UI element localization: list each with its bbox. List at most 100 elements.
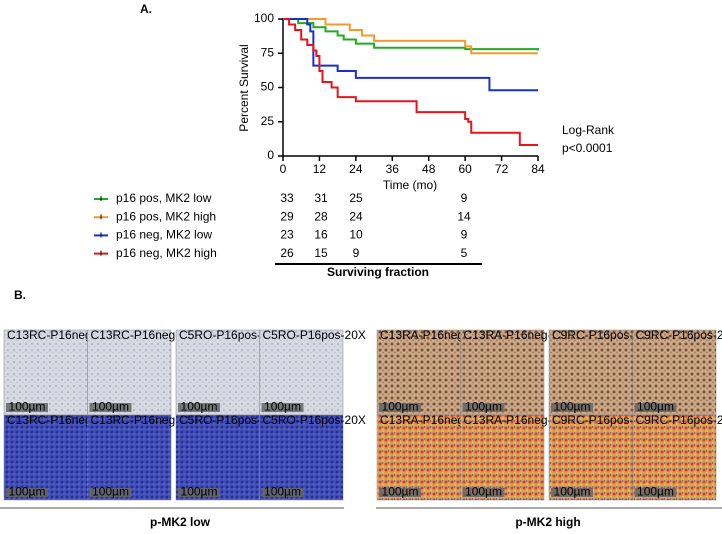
y-tick-label: 0 [267, 148, 274, 162]
scale-bar-label: 100µm [382, 400, 419, 414]
at-risk-count: 16 [314, 228, 328, 242]
scale-bar-label: 100µm [382, 485, 419, 499]
scale-bar-label: 100µm [9, 485, 46, 499]
at-risk-count: 9 [461, 191, 468, 205]
image-label: C13RA-P16neg-20X [464, 328, 573, 342]
micrograph-texture [549, 415, 633, 500]
micrograph-texture [632, 330, 716, 415]
scale-bar-box [6, 488, 48, 497]
y-tick-label: 50 [261, 80, 275, 94]
at-risk-count: 9 [461, 228, 468, 242]
annotation: p<0.0001 [562, 141, 613, 155]
scale-bar-box [551, 488, 593, 497]
group-caption: p-MK2 low [150, 515, 211, 529]
image-label: C9RC-P16pos-10X [552, 413, 655, 427]
at-risk-count: 10 [349, 228, 363, 242]
survival-curve [283, 18, 539, 51]
x-tick-label: 24 [349, 162, 363, 176]
y-axis-label: Percent Survival [237, 44, 251, 131]
at-risk-count: 23 [280, 228, 294, 242]
table-title: Surviving fraction [327, 265, 429, 279]
at-risk-count: 31 [314, 191, 328, 205]
scale-bar-label: 100µm [554, 485, 591, 499]
at-risk-count: 28 [314, 209, 328, 223]
legend-label: p16 neg, MK2 high [116, 246, 217, 260]
x-tick-label: 48 [422, 162, 436, 176]
survival-curve [283, 18, 538, 55]
scale-bar-box [634, 403, 677, 412]
scale-bar-box [178, 403, 220, 412]
x-tick-label: 72 [495, 162, 509, 176]
image-label: C5RO-P16pos-20X [263, 413, 366, 427]
micrograph-texture [549, 330, 633, 415]
micrograph-texture [377, 330, 461, 415]
micrograph-texture [632, 415, 716, 500]
at-risk-count: 26 [280, 246, 294, 260]
scale-bar-label: 100µm [465, 400, 502, 414]
micrograph-texture [87, 415, 171, 500]
micrograph-texture [460, 415, 544, 500]
panel-label: A. [140, 2, 152, 16]
scale-bar-label: 100µm [92, 485, 129, 499]
scale-bar-label: 100µm [264, 485, 301, 499]
panel-label: B. [14, 288, 26, 302]
image-label: C5RO-P16pos-10X [179, 413, 282, 427]
micrograph-texture [259, 330, 343, 415]
scale-bar-box [462, 488, 505, 497]
micrograph-texture [4, 330, 88, 415]
scale-bar-box [89, 403, 132, 412]
legend-label: p16 neg, MK2 low [116, 228, 212, 242]
image-label: C9RC-P16pos-20X [636, 328, 722, 342]
scale-bar-label: 100µm [554, 400, 591, 414]
scale-bar-box [89, 488, 132, 497]
scale-bar-label: 100µm [637, 485, 674, 499]
micrograph-texture [377, 415, 461, 500]
image-label: C5RO-P16pos-10X [179, 328, 282, 342]
scale-bar-box [261, 403, 304, 412]
scale-bar-box [178, 488, 220, 497]
x-tick-label: 12 [313, 162, 327, 176]
scale-bar-label: 100µm [181, 485, 218, 499]
y-tick-label: 25 [261, 114, 275, 128]
micrograph-texture [460, 330, 544, 415]
x-tick-label: 60 [458, 162, 472, 176]
micrograph-texture [259, 415, 343, 500]
at-risk-count: 33 [280, 191, 294, 205]
y-tick-label: 75 [261, 45, 275, 59]
scale-bar-box [261, 488, 304, 497]
scale-bar-box [6, 403, 48, 412]
x-tick-label: 84 [531, 162, 545, 176]
x-tick-label: 36 [386, 162, 400, 176]
legend-label: p16 pos, MK2 high [116, 209, 216, 223]
at-risk-count: 24 [349, 209, 363, 223]
at-risk-count: 15 [314, 246, 328, 260]
at-risk-count: 9 [353, 246, 360, 260]
annotation: Log-Rank [562, 123, 615, 137]
image-label: C13RC-P16neg-20X [91, 413, 201, 427]
scale-bar-label: 100µm [465, 485, 502, 499]
at-risk-count: 5 [461, 246, 468, 260]
scale-bar-box [462, 403, 505, 412]
image-label: C5RO-P16pos-20X [263, 328, 366, 342]
scale-bar-label: 100µm [92, 400, 129, 414]
image-label: C9RC-P16pos-10X [552, 328, 655, 342]
legend-label: p16 pos, MK2 low [116, 191, 212, 205]
micrograph-texture [4, 415, 88, 500]
x-tick-label: 0 [280, 162, 287, 176]
y-tick-label: 100 [254, 11, 274, 25]
group-caption: p-MK2 high [515, 515, 580, 529]
survival-curve [283, 18, 538, 147]
at-risk-count: 25 [349, 191, 363, 205]
scale-bar-label: 100µm [637, 400, 674, 414]
image-label: C13RC-P16neg-20X [91, 328, 201, 342]
survival-curve [283, 18, 538, 92]
scale-bar-box [379, 488, 421, 497]
scale-bar-label: 100µm [9, 400, 46, 414]
scale-bar-box [634, 488, 677, 497]
scale-bar-label: 100µm [181, 400, 218, 414]
scale-bar-label: 100µm [264, 400, 301, 414]
at-risk-count: 29 [280, 209, 294, 223]
image-label: C9RC-P16pos-20X [636, 413, 722, 427]
scale-bar-box [551, 403, 593, 412]
